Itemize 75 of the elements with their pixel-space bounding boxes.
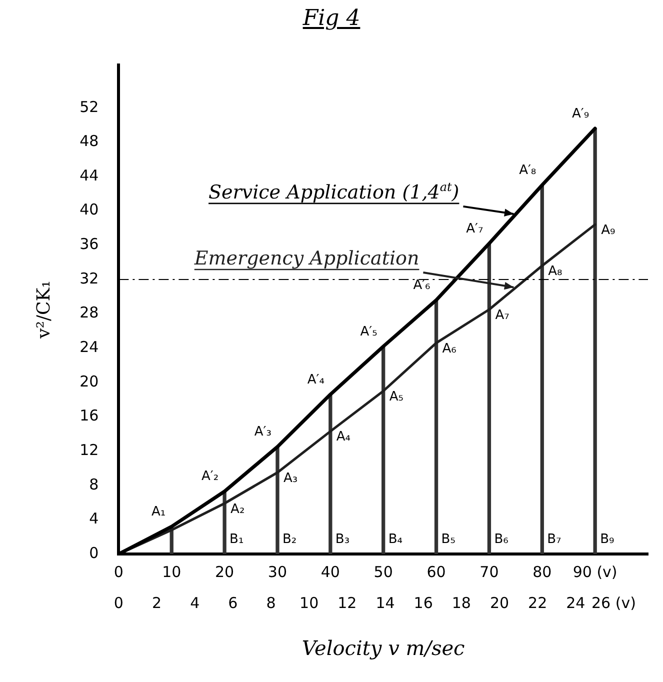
annotation: A₄ [336,430,351,445]
annotation: B₄ [388,532,402,547]
y-tick-label: 8 [89,475,99,494]
x2-tick-label: 20 [490,594,510,612]
bar [593,128,597,554]
y-tick-label: 12 [80,440,99,459]
bar [540,184,544,554]
x-tick-label: 30 [268,562,288,581]
bar [487,243,492,554]
x2-tick-label: 6 [228,594,238,612]
annotation: A′₄ [307,372,324,388]
x2-tick-label: 24 [566,594,586,612]
x-tick-label: 20 [215,562,234,581]
annotation: A′₃ [254,424,272,440]
x2-tick-label: 0 [114,594,124,612]
y-tick-label: 40 [80,200,99,219]
x-tick-label: 10 [162,562,182,581]
annotation: A₅ [389,389,404,404]
bar [434,300,438,554]
y-tick-label: 24 [80,338,99,356]
annotation: B₃ [335,532,350,547]
y-tick-label: 48 [80,132,99,150]
x2-tick-label: 12 [338,594,357,612]
y-tick-label: 52 [80,98,99,116]
y-tick-label: 20 [80,372,99,390]
annotation: A₆ [442,341,456,356]
annotation: A′₆ [413,278,430,293]
x-tick-label: 40 [320,562,340,581]
x2-tick-label: 10 [300,594,319,612]
text: Emergency Application [193,248,420,270]
x-tick-label: 80 [532,562,552,581]
x2-tick-label: 2 [152,594,162,612]
annotation: A′₈ [519,162,536,178]
y-tick-label: 0 [89,544,99,562]
y-tick-label: 4 [89,510,99,528]
annotation: B₂ [282,532,297,547]
x-tick-label: 0 [114,562,124,581]
bar [382,346,386,554]
annotation: B₆ [494,532,508,547]
y-tick-label: 36 [80,235,99,254]
x2-tick-label: 8 [266,594,276,612]
chart-title: Fig 4 [302,6,362,31]
annotation: A₈ [548,264,562,280]
annotation: A₉ [601,222,616,238]
x-tick-label: 60 [426,562,446,581]
y-tick-label: 28 [80,304,99,322]
annotation: A′₉ [572,106,590,122]
x-tick-label: 90 (v) [572,562,618,581]
annotation: A₃ [283,470,298,486]
x2-tick-label: 26 (v) [592,594,636,612]
annotation: B₉ [600,532,614,547]
bar [328,394,332,554]
bar [276,446,280,554]
y-tick-label: 16 [80,406,99,425]
y-axis-title: v²/CK₁ [33,280,54,340]
y-tick-label: 32 [80,269,99,288]
x2-tick-label: 16 [414,594,433,612]
annotation: A₇ [495,308,510,323]
annotation: B₇ [547,532,562,547]
x2-tick-label: 4 [190,594,200,612]
annotation: A₂ [230,502,245,517]
bar [222,491,226,554]
y-tick-label: 44 [80,166,99,184]
x-axis-title: Velocity v m/sec [302,636,465,660]
x2-tick-label: 22 [528,594,548,612]
annotation: A₁ [152,504,166,520]
annotation: A′₇ [466,221,484,236]
annotation: A′₂ [201,469,219,484]
x-tick-label: 70 [480,562,499,581]
x-tick-label: 50 [374,562,393,581]
x2-tick-label: 18 [452,594,471,612]
annotation: B₅ [441,532,456,547]
x2-tick-label: 14 [376,594,395,612]
annotation: B₁ [230,532,244,547]
annotation: A′₅ [360,324,378,340]
